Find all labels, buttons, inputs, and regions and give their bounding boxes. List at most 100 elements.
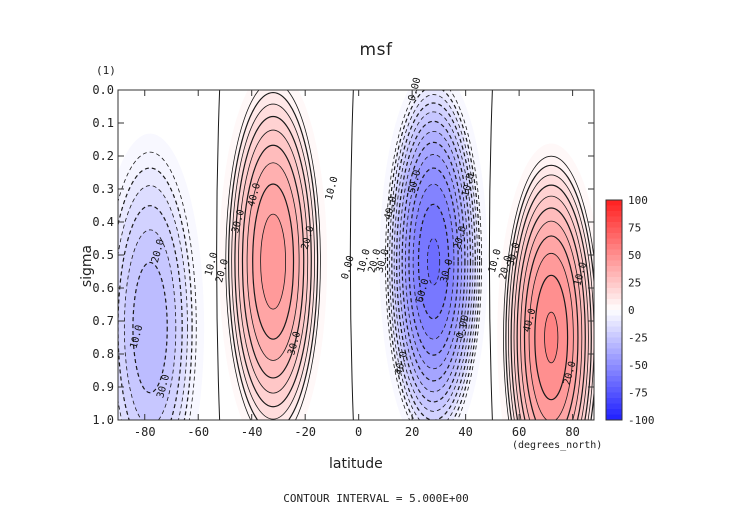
zero-contour bbox=[349, 90, 354, 420]
colorbar-swatch bbox=[606, 282, 622, 289]
y-tick-label: 1.0 bbox=[92, 413, 114, 427]
contour-fill-band bbox=[260, 214, 286, 310]
contour-line bbox=[513, 195, 589, 420]
contour-line bbox=[386, 90, 481, 420]
x-tick-label: -40 bbox=[241, 425, 263, 439]
contour-fill-band bbox=[544, 312, 558, 363]
colorbar-swatch bbox=[606, 370, 622, 377]
colorbar-swatch bbox=[606, 343, 622, 349]
colorbar-tick-label: 25 bbox=[628, 277, 641, 290]
colorbar-frame bbox=[605, 199, 623, 421]
y-tick-label: 0.1 bbox=[92, 116, 114, 130]
colorbar-swatch bbox=[606, 414, 622, 421]
colorbar-swatch bbox=[606, 249, 622, 256]
contour-line bbox=[391, 102, 476, 420]
colorbar: 100 75 50 25 0 -25 -50 -75 -100 bbox=[605, 194, 655, 427]
colorbar-swatch bbox=[606, 381, 622, 388]
x-units-label: (degrees_north) bbox=[512, 440, 603, 451]
colorbar-swatch bbox=[606, 216, 622, 223]
colorbar-swatch bbox=[606, 277, 622, 283]
x-axis: -80 -60 -40 -20 0 20 40 60 80 bbox=[134, 90, 580, 439]
colorbar-swatch bbox=[606, 255, 622, 261]
contour-line bbox=[393, 111, 474, 412]
colorbar-swatch bbox=[606, 222, 622, 228]
colorbar-swatch bbox=[606, 310, 622, 316]
contour-line bbox=[118, 151, 197, 420]
contour-line bbox=[404, 154, 463, 370]
contour-line bbox=[260, 213, 287, 310]
y-tick-label: 0.9 bbox=[92, 380, 114, 394]
contour-label: 10.0 bbox=[324, 175, 341, 201]
contour-line bbox=[238, 129, 309, 394]
y-tick-label: 0.8 bbox=[92, 347, 114, 361]
x-axis-label: latitude bbox=[329, 456, 383, 472]
contour-lines bbox=[118, 90, 594, 420]
colorbar-swatch bbox=[606, 376, 622, 382]
contour-line bbox=[503, 155, 594, 420]
colorbar-swatch bbox=[606, 211, 622, 217]
x-tick-label: 40 bbox=[458, 425, 472, 439]
y-tick-label: 0.4 bbox=[92, 215, 114, 229]
contour-fills bbox=[118, 90, 594, 420]
contour-line bbox=[528, 252, 574, 420]
colorbar-swatch bbox=[606, 293, 622, 300]
colorbar-swatch bbox=[606, 260, 622, 267]
x-tick-label: 80 bbox=[565, 425, 579, 439]
colorbar-swatch bbox=[606, 238, 622, 245]
y-tick-label: 0.0 bbox=[92, 83, 114, 97]
contour-line bbox=[412, 183, 455, 340]
contour-line bbox=[408, 167, 459, 356]
colorbar-swatch bbox=[606, 200, 622, 206]
contour-fill-band bbox=[427, 238, 440, 285]
contour-line bbox=[246, 162, 300, 361]
contour-line bbox=[234, 115, 312, 408]
colorbar-swatch bbox=[606, 271, 622, 278]
colorbar-swatch bbox=[606, 321, 622, 327]
x-tick-label: -60 bbox=[187, 425, 209, 439]
x-tick-label: 20 bbox=[405, 425, 419, 439]
colorbar-swatch bbox=[606, 299, 622, 305]
contour-line bbox=[228, 91, 319, 420]
y-tick-label: 0.5 bbox=[92, 248, 114, 262]
colorbar-swatch bbox=[606, 304, 622, 311]
x-tick-label: -80 bbox=[134, 425, 156, 439]
y-tick-label: 0.6 bbox=[92, 281, 114, 295]
colorbar-tick-label: 100 bbox=[628, 194, 648, 207]
colorbar-swatch bbox=[606, 409, 622, 415]
colorbar-swatch bbox=[606, 315, 622, 322]
contour-line bbox=[225, 90, 321, 420]
colorbar-tick-label: -75 bbox=[628, 387, 648, 400]
colorbar-tick-label: -50 bbox=[628, 359, 648, 372]
contour-line bbox=[505, 164, 594, 420]
contour-line bbox=[231, 103, 315, 420]
colorbar-swatch bbox=[606, 387, 622, 393]
colorbar-swatch bbox=[606, 354, 622, 360]
contour-line bbox=[132, 261, 168, 394]
colorbar-swatch bbox=[606, 337, 622, 344]
y-axis-label: sigma bbox=[79, 244, 96, 288]
contour-line bbox=[510, 184, 592, 420]
contour-line bbox=[426, 237, 441, 286]
y-tick-label: 0.3 bbox=[92, 182, 114, 196]
contour-line bbox=[520, 220, 583, 420]
x-tick-label: 60 bbox=[512, 425, 526, 439]
contour-line bbox=[252, 183, 295, 340]
colorbar-tick-label: 50 bbox=[628, 249, 641, 262]
colorbar-swatch bbox=[606, 266, 622, 272]
colorbar-tick-label: 75 bbox=[628, 222, 641, 235]
colorbar-swatch bbox=[606, 326, 622, 333]
contour-label: 0.00 bbox=[340, 254, 357, 280]
colorbar-swatch bbox=[606, 398, 622, 404]
contour-line bbox=[118, 185, 188, 420]
colorbar-tick-label: -25 bbox=[628, 332, 648, 345]
zero-contour bbox=[216, 90, 221, 420]
colorbar-tick-label: -100 bbox=[628, 414, 655, 427]
contour-line bbox=[516, 207, 586, 420]
colorbar-swatch bbox=[606, 332, 622, 338]
contour-line bbox=[534, 274, 569, 401]
chart-title: msf bbox=[359, 40, 393, 60]
contour-line bbox=[123, 229, 177, 420]
colorbar-swatch bbox=[606, 365, 622, 371]
contour-interval-footer: CONTOUR INTERVAL = 5.000E+00 bbox=[283, 492, 469, 505]
